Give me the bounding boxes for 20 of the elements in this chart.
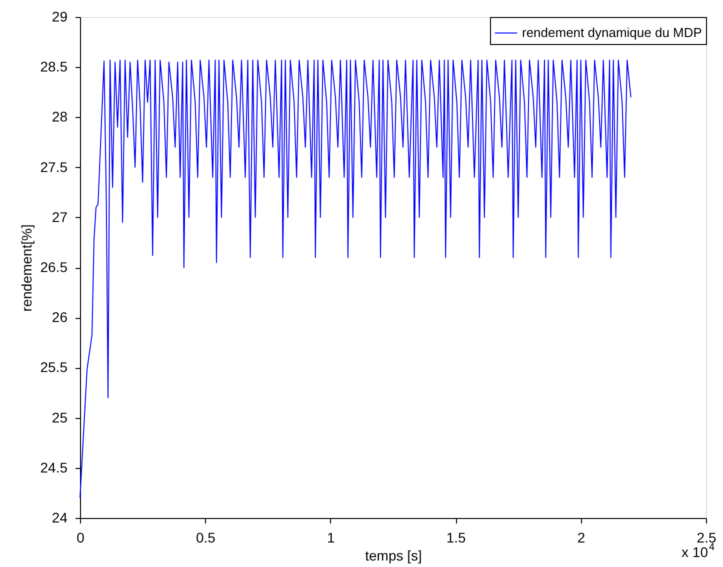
y-tick-label: 28 <box>52 108 68 125</box>
legend-label: rendement dynamique du MDP <box>522 25 702 40</box>
y-tick-label: 24 <box>52 510 68 526</box>
y-tick-label: 24.5 <box>40 459 68 476</box>
y-tick-label: 27.5 <box>40 158 68 175</box>
y-tick-label: 28.5 <box>40 58 68 75</box>
x-tick-label: 2 <box>577 530 586 546</box>
y-tick-label: 27 <box>52 208 68 225</box>
x-tick-label: 0 <box>76 530 85 546</box>
y-tick-label: 26 <box>52 309 68 326</box>
y-tick-label: 26.5 <box>40 259 68 275</box>
line-series <box>80 60 632 498</box>
y-tick-label: 29 <box>52 8 68 24</box>
x-tick-label: 1.5 <box>446 530 466 546</box>
x-axis-title: temps [s] <box>365 548 422 564</box>
y-tick-label: 25 <box>52 409 68 426</box>
x-tick-label: 1 <box>327 530 335 546</box>
y-tick-label: 25.5 <box>40 359 68 376</box>
y-axis-title: rendement[%] <box>18 224 34 312</box>
x-tick-label: 0.5 <box>196 530 216 546</box>
